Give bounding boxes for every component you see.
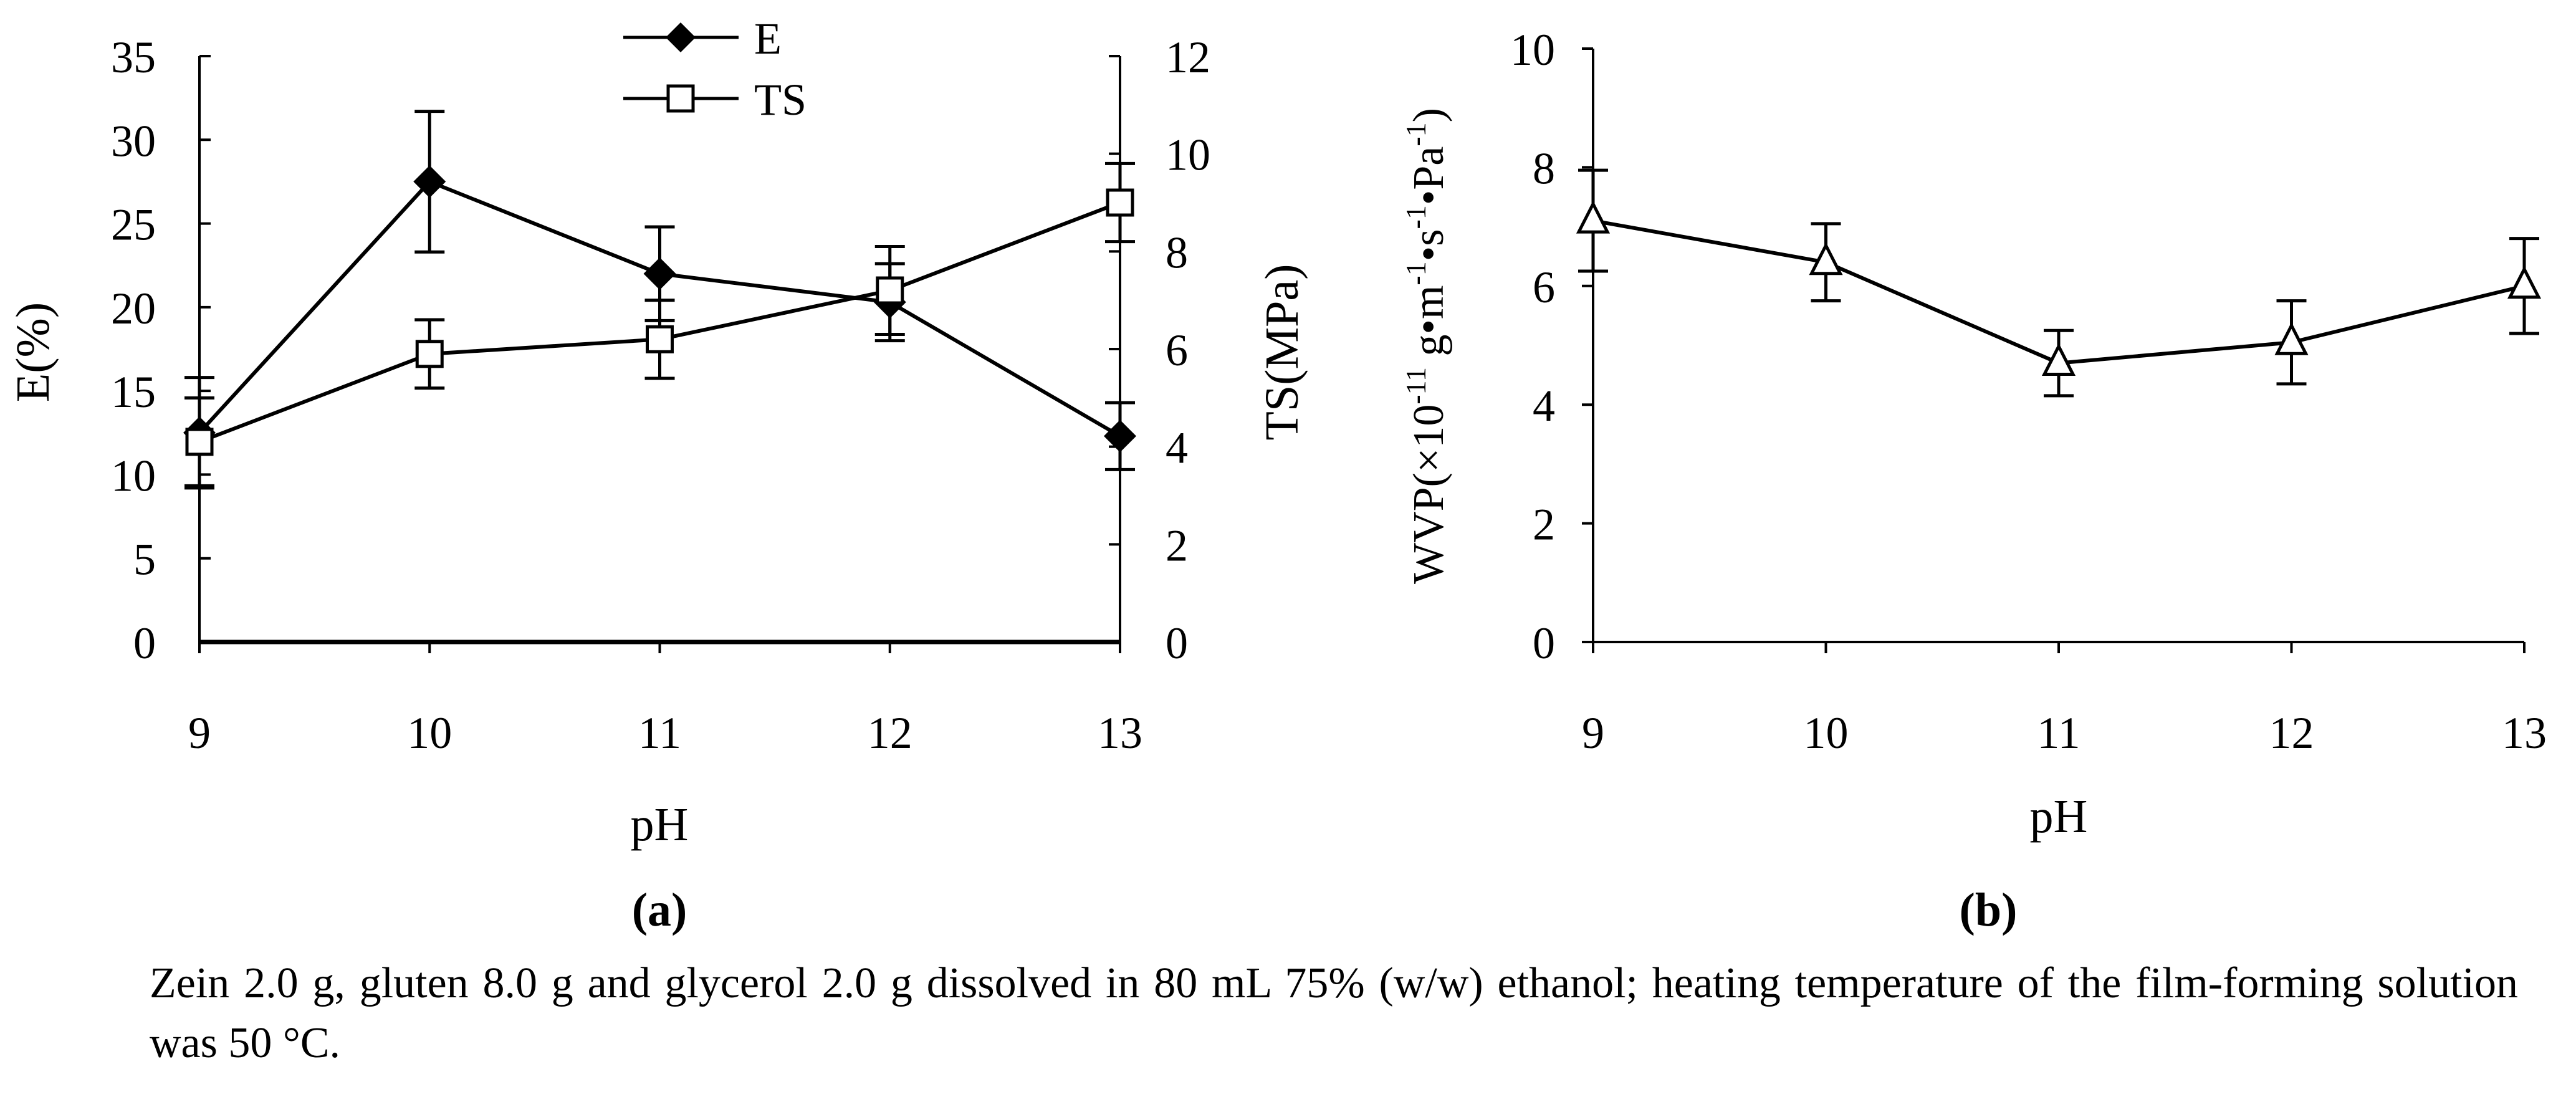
series-wvp-point — [1576, 200, 1611, 234]
x-tick-label: 9 — [188, 708, 211, 758]
series-ts-point — [185, 428, 214, 456]
y-tick-label: 0 — [1533, 618, 1555, 668]
x-tick-label: 9 — [1582, 708, 1604, 758]
left-y-axis-label: E(%) — [7, 302, 59, 402]
right-y-tick-label: 10 — [1166, 130, 1210, 180]
y-axis-label-sup: -1 — [1400, 122, 1432, 146]
x-tick-label: 13 — [2502, 708, 2547, 758]
x-tick-label: 10 — [1804, 708, 1849, 758]
y-axis-label-sup: -1 — [1400, 205, 1432, 229]
series-wvp-point — [2274, 322, 2309, 355]
left-y-tick-label: 5 — [133, 535, 156, 585]
x-tick-label: 12 — [2269, 708, 2314, 758]
series-e-point — [413, 165, 446, 198]
figure-caption: Zein 2.0 g, gluten 8.0 g and glycerol 2.… — [150, 959, 2518, 1067]
series-e-point — [1104, 419, 1136, 453]
x-ticks: 9 10 11 12 13 — [1582, 642, 2547, 758]
series-layer — [183, 110, 1136, 490]
series-ts-point — [646, 325, 674, 353]
x-tick-label: 11 — [638, 708, 681, 758]
right-y-tick-label: 6 — [1166, 325, 1188, 375]
x-tick-label: 11 — [2037, 708, 2080, 758]
right-y-axis-label: TS(MPa) — [1256, 264, 1308, 441]
series-ts-point — [876, 276, 904, 305]
y-axis-label-text: g•m — [1405, 285, 1453, 367]
right-y-tick-label: 0 — [1166, 618, 1188, 668]
series-layer — [1576, 168, 2542, 398]
x-tick-label: 13 — [1098, 708, 1142, 758]
left-y-tick-label: 35 — [111, 32, 156, 82]
y-axis-label-text: WVP(×10 — [1405, 405, 1453, 584]
y-axis-label-text: ) — [1405, 108, 1453, 122]
series-wvp-point — [2041, 343, 2076, 376]
left-y-tick-label: 10 — [111, 451, 156, 501]
legend-label-e: E — [754, 14, 782, 64]
y-tick-label: 4 — [1533, 381, 1555, 431]
right-y-ticks: 0 2 4 6 8 10 12 — [1109, 32, 1210, 668]
left-y-tick-label: 0 — [133, 618, 156, 668]
legend-label-ts: TS — [754, 75, 807, 125]
left-y-tick-label: 30 — [111, 116, 156, 166]
series-e-point — [643, 257, 676, 290]
x-ticks: 9 10 11 12 13 — [188, 642, 1142, 758]
y-axis-label-sup: -11 — [1400, 367, 1432, 405]
series-ts-point — [1106, 188, 1134, 217]
right-y-tick-label: 2 — [1166, 520, 1188, 570]
x-axis-label: pH — [2030, 790, 2088, 843]
y-axis-label-sup: -1 — [1400, 261, 1432, 285]
panel-label-a: (a) — [632, 884, 687, 936]
y-tick-label: 6 — [1533, 262, 1555, 312]
y-ticks: 0 2 4 6 8 10 — [1510, 25, 1593, 668]
legend-marker-e — [666, 22, 696, 52]
series-wvp-point — [2507, 266, 2542, 299]
y-tick-label: 2 — [1533, 500, 1555, 550]
x-tick-label: 10 — [407, 708, 452, 758]
legend: E TS — [623, 14, 807, 125]
left-y-tick-label: 25 — [111, 200, 156, 250]
y-axis-label: WVP(×10-11 g•m-1•s-1•Pa-1) — [1400, 108, 1453, 584]
right-y-tick-label: 4 — [1166, 423, 1188, 473]
y-axis-label-text: •s — [1405, 229, 1453, 261]
series-ts-point — [415, 340, 444, 368]
panel-label-b: (b) — [1960, 884, 2018, 936]
legend-marker-ts — [666, 84, 695, 113]
left-y-ticks: 0 5 10 15 20 25 30 35 — [111, 32, 211, 668]
right-y-tick-label: 8 — [1166, 228, 1188, 277]
right-y-tick-label: 12 — [1166, 32, 1210, 82]
series-wvp-point — [1809, 242, 1843, 276]
y-axis-label-text: •Pa — [1405, 146, 1453, 206]
y-tick-label: 10 — [1510, 25, 1555, 75]
left-y-tick-label: 15 — [111, 367, 156, 417]
x-axis-label: pH — [631, 798, 689, 851]
y-tick-label: 8 — [1533, 143, 1555, 193]
x-tick-label: 12 — [868, 708, 912, 758]
left-y-tick-label: 20 — [111, 284, 156, 333]
